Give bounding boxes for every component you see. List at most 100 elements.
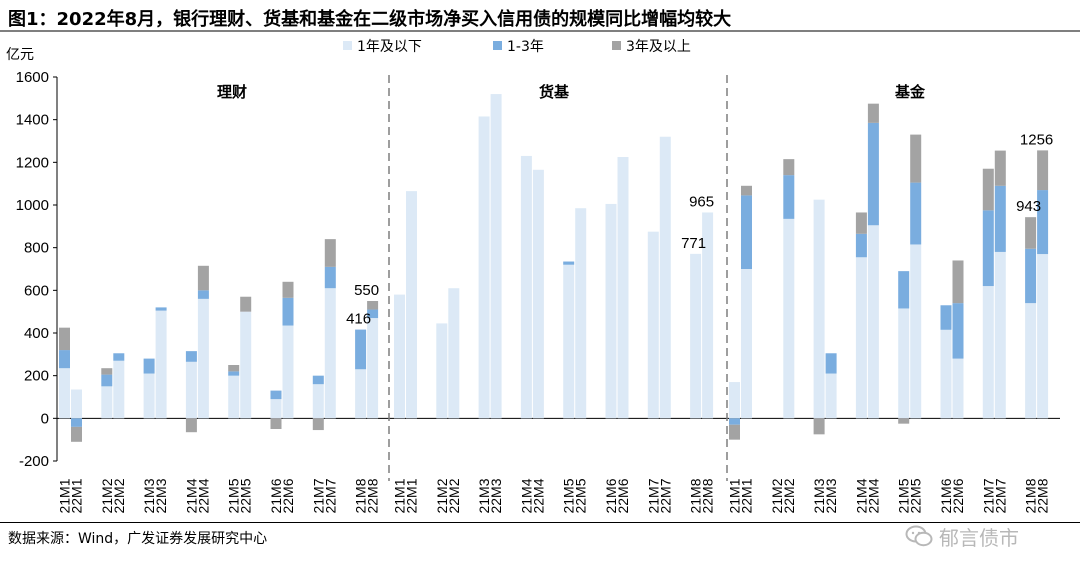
y-tick-label: 600 <box>24 282 49 299</box>
bar-segment <box>982 286 994 419</box>
bar-segment <box>113 360 125 419</box>
bar-segment <box>71 426 82 442</box>
bar-segment <box>155 310 167 419</box>
bar-segment <box>355 369 367 419</box>
x-tick-label: 21M6 <box>268 478 284 513</box>
bar-segment <box>394 294 405 419</box>
bar-segment <box>867 122 879 226</box>
bar-segment <box>690 253 702 419</box>
watermark: 郁言债市 <box>905 519 1055 553</box>
bar-segment <box>855 257 867 419</box>
bar-segment <box>783 218 795 419</box>
x-tick-label: 21M8 <box>688 478 704 513</box>
legend-label: 3年及以上 <box>626 39 691 55</box>
bar-segment <box>197 298 209 419</box>
data-label: 771 <box>681 235 706 252</box>
title-divider <box>0 30 1080 32</box>
bar-segment <box>563 261 575 265</box>
x-tick-label: 22M5 <box>573 478 589 513</box>
bar-segment <box>729 382 740 419</box>
bar-segment <box>312 375 324 385</box>
x-tick-label: 22M4 <box>195 478 211 513</box>
bar-segment <box>478 116 490 419</box>
x-tick-label: 22M8 <box>365 478 381 513</box>
bar-segment <box>994 150 1006 186</box>
y-unit-label: 亿元 <box>6 47 34 63</box>
x-tick-label: 21M2 <box>769 478 785 513</box>
x-tick-label: 22M8 <box>700 478 716 513</box>
x-tick-label: 21M7 <box>980 478 996 513</box>
bar-segment <box>982 210 994 287</box>
bar-segment <box>270 399 282 419</box>
x-tick-label: 21M5 <box>226 478 242 513</box>
legend-swatch <box>493 41 502 50</box>
legend-label: 1年及以下 <box>357 39 422 55</box>
bar-segment <box>741 195 752 269</box>
bar-segment <box>994 251 1006 419</box>
x-tick-label: 21M3 <box>811 478 827 513</box>
bar-segment <box>1037 190 1049 255</box>
bar-segment <box>282 281 294 298</box>
chart-title: 图1：2022年8月，银行理财、货基和基金在二级市场净买入信用债的规模同比增幅均… <box>8 9 732 30</box>
x-tick-label: 22M6 <box>615 478 631 513</box>
bar-segment <box>490 94 502 419</box>
bar-segment <box>563 264 575 419</box>
x-tick-label: 21M6 <box>938 478 954 513</box>
x-tick-label: 21M4 <box>518 478 534 513</box>
x-tick-label: 22M8 <box>1035 478 1051 513</box>
x-tick-label: 22M2 <box>781 478 797 513</box>
x-tick-label: 22M5 <box>238 478 254 513</box>
bar-segment <box>867 225 879 419</box>
y-tick-label: 1400 <box>16 112 49 129</box>
x-tick-label: 21M2 <box>434 478 450 513</box>
bar-segment <box>71 418 82 427</box>
bar-segment <box>282 297 294 326</box>
bar-segment <box>898 271 910 309</box>
x-tick-label: 22M7 <box>657 478 673 513</box>
bar-segment <box>855 233 867 258</box>
x-tick-label: 21M2 <box>99 478 115 513</box>
bar-segment <box>282 325 294 419</box>
bar-segment <box>312 384 324 419</box>
x-tick-label: 22M6 <box>280 478 296 513</box>
bar-segment <box>101 368 113 375</box>
data-label: 550 <box>354 282 379 299</box>
bar-segment <box>867 103 879 123</box>
y-tick-label: 800 <box>24 240 49 257</box>
wechat-logo-icon <box>905 525 933 547</box>
bar-segment <box>783 175 795 219</box>
bar-segment <box>101 374 113 387</box>
bar-segment <box>143 373 155 419</box>
source-note: 数据来源：Wind，广发证券发展研究中心 <box>8 531 268 547</box>
bar-segment <box>312 418 324 431</box>
bar-segment <box>729 418 740 425</box>
bar-segment <box>898 308 910 419</box>
group-label: 货基 <box>539 83 570 101</box>
x-tick-label: 22M2 <box>111 478 127 513</box>
y-tick-label: 0 <box>41 410 49 427</box>
bar-segment <box>228 365 240 372</box>
bar-segment <box>113 353 125 361</box>
x-tick-label: 21M1 <box>392 478 408 513</box>
bar-segment <box>71 389 82 419</box>
bar-segment <box>1037 150 1049 191</box>
bar-segment <box>436 323 448 419</box>
bar-segment <box>101 386 113 419</box>
x-tick-label: 21M4 <box>183 478 199 513</box>
bar-segment <box>741 269 752 419</box>
x-tick-label: 21M8 <box>1023 478 1039 513</box>
bar-segment <box>59 368 70 419</box>
y-tick-label: 1000 <box>16 197 49 214</box>
y-tick-label: 1600 <box>16 69 49 86</box>
data-label: 1256 <box>1020 131 1053 148</box>
bar-segment <box>1025 248 1037 304</box>
bar-segment <box>240 296 252 312</box>
y-tick-label: -200 <box>19 453 49 470</box>
bar-segment <box>185 418 197 433</box>
bar-segment <box>324 239 336 267</box>
bar-segment <box>520 155 532 419</box>
x-tick-label: 22M3 <box>823 478 839 513</box>
x-tick-label: 22M7 <box>992 478 1008 513</box>
bar-segment <box>1037 254 1049 419</box>
bar-segment <box>617 157 629 419</box>
